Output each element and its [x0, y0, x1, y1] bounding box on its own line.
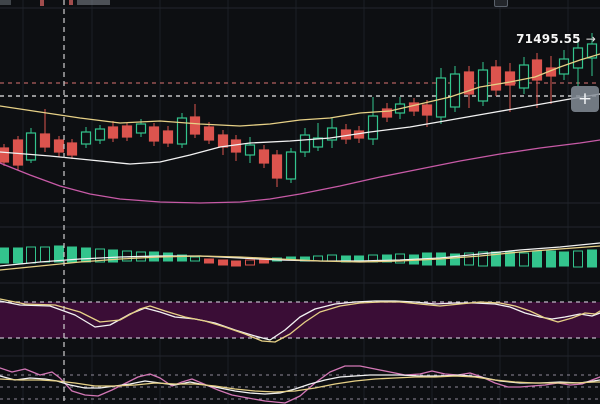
plus-icon: +: [577, 88, 593, 109]
indicator-lines: [0, 53, 600, 404]
histogram-bars: [0, 245, 597, 268]
dashed-price-levels: [0, 82, 600, 400]
candlesticks: [0, 33, 598, 187]
add-order-button[interactable]: +: [571, 86, 599, 112]
oscillator-band: [0, 301, 600, 339]
